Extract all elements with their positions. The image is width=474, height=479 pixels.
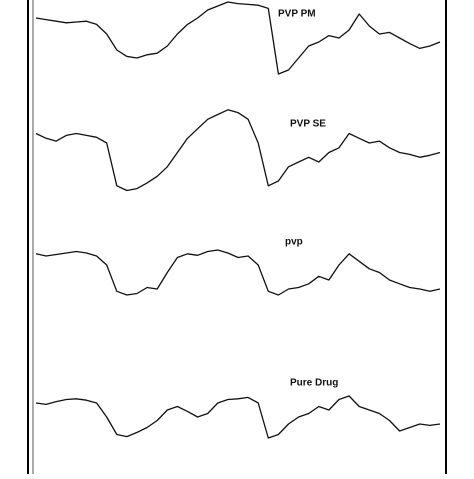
trace-label: Pure Drug xyxy=(290,378,338,389)
spectrum-line xyxy=(35,109,441,192)
spectrum-line xyxy=(35,395,441,439)
trace-label: PVP PM xyxy=(278,9,316,20)
trace-label: pvp xyxy=(285,237,303,248)
spectrum-line xyxy=(35,249,441,296)
spectrum-line xyxy=(35,1,441,75)
trace-label: PVP SE xyxy=(290,119,326,130)
